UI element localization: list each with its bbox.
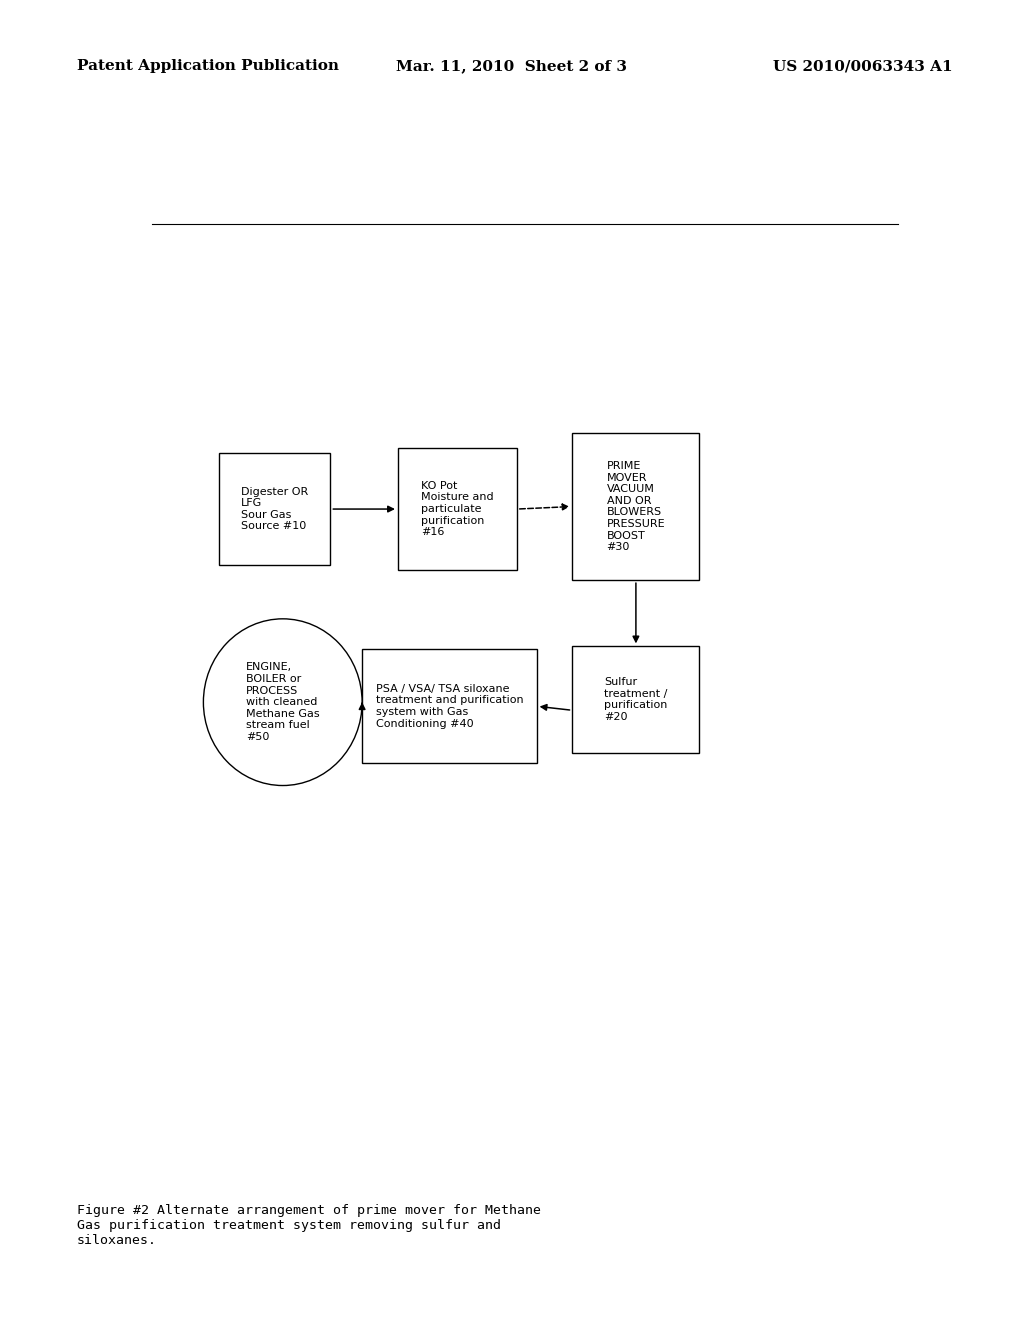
FancyBboxPatch shape — [397, 447, 517, 570]
Text: PSA / VSA/ TSA siloxane
treatment and purification
system with Gas
Conditioning : PSA / VSA/ TSA siloxane treatment and pu… — [376, 684, 523, 729]
FancyBboxPatch shape — [219, 453, 331, 565]
Ellipse shape — [204, 619, 362, 785]
Text: PRIME
MOVER
VACUUM
AND OR
BLOWERS
PRESSURE
BOOST
#30: PRIME MOVER VACUUM AND OR BLOWERS PRESSU… — [606, 461, 666, 552]
FancyBboxPatch shape — [572, 433, 699, 581]
Text: Mar. 11, 2010  Sheet 2 of 3: Mar. 11, 2010 Sheet 2 of 3 — [396, 59, 628, 74]
Text: ENGINE,
BOILER or
PROCESS
with cleaned
Methane Gas
stream fuel
#50: ENGINE, BOILER or PROCESS with cleaned M… — [246, 663, 319, 742]
FancyBboxPatch shape — [572, 647, 699, 752]
Text: Digester OR
LFG
Sour Gas
Source #10: Digester OR LFG Sour Gas Source #10 — [242, 487, 308, 532]
Text: US 2010/0063343 A1: US 2010/0063343 A1 — [773, 59, 952, 74]
Text: Sulfur
treatment /
purification
#20: Sulfur treatment / purification #20 — [604, 677, 668, 722]
Text: KO Pot
Moisture and
particulate
purification
#16: KO Pot Moisture and particulate purifica… — [421, 480, 494, 537]
FancyBboxPatch shape — [362, 649, 537, 763]
Text: Patent Application Publication: Patent Application Publication — [77, 59, 339, 74]
Text: Figure #2 Alternate arrangement of prime mover for Methane
Gas purification trea: Figure #2 Alternate arrangement of prime… — [77, 1204, 541, 1247]
